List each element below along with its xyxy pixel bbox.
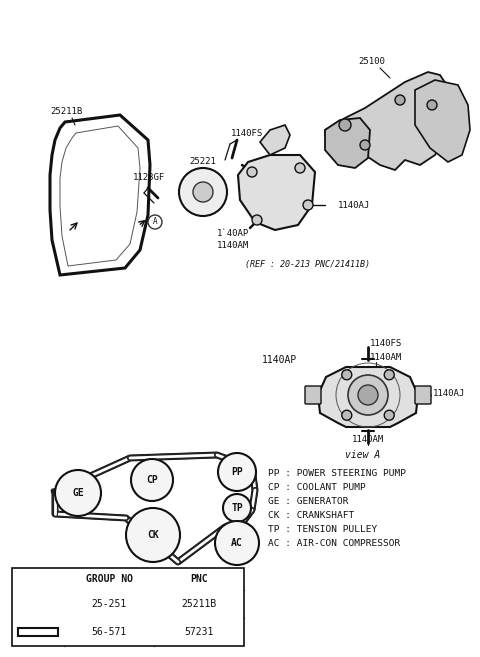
- Text: CP: CP: [146, 475, 158, 485]
- Text: 25-251: 25-251: [91, 599, 127, 609]
- Text: 25100: 25100: [359, 58, 385, 66]
- Circle shape: [247, 167, 257, 177]
- FancyBboxPatch shape: [305, 386, 321, 404]
- Text: TP: TP: [231, 503, 243, 513]
- Text: 25221: 25221: [190, 158, 216, 166]
- Circle shape: [126, 508, 180, 562]
- Text: 1140AJ: 1140AJ: [433, 388, 465, 397]
- Bar: [12, 568, 244, 646]
- Circle shape: [55, 470, 101, 516]
- Polygon shape: [50, 115, 150, 275]
- Circle shape: [179, 168, 227, 216]
- Circle shape: [384, 410, 394, 420]
- Polygon shape: [60, 126, 140, 266]
- Text: 25211B: 25211B: [181, 599, 216, 609]
- Text: 56-571: 56-571: [91, 627, 127, 637]
- Polygon shape: [318, 367, 418, 427]
- Text: (REF : 20-213 PNC/21411B): (REF : 20-213 PNC/21411B): [245, 260, 370, 269]
- Circle shape: [342, 370, 352, 380]
- Text: PP: PP: [231, 467, 243, 477]
- Circle shape: [148, 215, 162, 229]
- Text: AC: AC: [231, 538, 243, 548]
- Text: AC : AIR-CON COMPRESSOR: AC : AIR-CON COMPRESSOR: [268, 539, 400, 547]
- Text: CK: CK: [147, 530, 159, 540]
- Circle shape: [131, 459, 173, 501]
- Text: 1140FS: 1140FS: [231, 129, 263, 137]
- Text: 1140AP: 1140AP: [262, 355, 297, 365]
- Text: 25211B: 25211B: [50, 108, 82, 116]
- Text: GE: GE: [72, 488, 84, 498]
- Text: 1140AM: 1140AM: [370, 353, 402, 363]
- Circle shape: [295, 163, 305, 173]
- Text: view A: view A: [346, 450, 381, 460]
- Circle shape: [358, 385, 378, 405]
- Circle shape: [395, 95, 405, 105]
- Text: PNC: PNC: [190, 574, 208, 584]
- Circle shape: [252, 215, 262, 225]
- Polygon shape: [325, 118, 370, 168]
- Polygon shape: [260, 125, 290, 155]
- Text: PP : POWER STEERING PUMP: PP : POWER STEERING PUMP: [268, 468, 406, 478]
- Bar: [18, 628, 58, 636]
- Text: 1140AM: 1140AM: [217, 240, 249, 250]
- Text: TP : TENSION PULLEY: TP : TENSION PULLEY: [268, 524, 377, 533]
- Circle shape: [342, 410, 352, 420]
- Circle shape: [360, 140, 370, 150]
- Text: 1140AM: 1140AM: [352, 436, 384, 445]
- Text: 1140AJ: 1140AJ: [338, 200, 370, 210]
- Circle shape: [348, 375, 388, 415]
- Text: GE : GENERATOR: GE : GENERATOR: [268, 497, 348, 505]
- Text: 1123GF: 1123GF: [133, 173, 165, 183]
- Circle shape: [384, 370, 394, 380]
- Text: 1`40AP: 1`40AP: [217, 229, 249, 237]
- Circle shape: [223, 494, 251, 522]
- Circle shape: [303, 200, 313, 210]
- Circle shape: [193, 182, 213, 202]
- Polygon shape: [325, 72, 455, 170]
- Circle shape: [215, 521, 259, 565]
- Text: 1140FS: 1140FS: [370, 338, 402, 348]
- Text: CK : CRANKSHAFT: CK : CRANKSHAFT: [268, 510, 354, 520]
- Circle shape: [218, 453, 256, 491]
- Text: A: A: [153, 217, 157, 227]
- Circle shape: [427, 100, 437, 110]
- Text: CP : COOLANT PUMP: CP : COOLANT PUMP: [268, 482, 366, 491]
- Text: GROUP NO: GROUP NO: [85, 574, 132, 584]
- Polygon shape: [238, 155, 315, 230]
- Circle shape: [339, 119, 351, 131]
- FancyBboxPatch shape: [415, 386, 431, 404]
- Polygon shape: [415, 80, 470, 162]
- Text: 57231: 57231: [184, 627, 214, 637]
